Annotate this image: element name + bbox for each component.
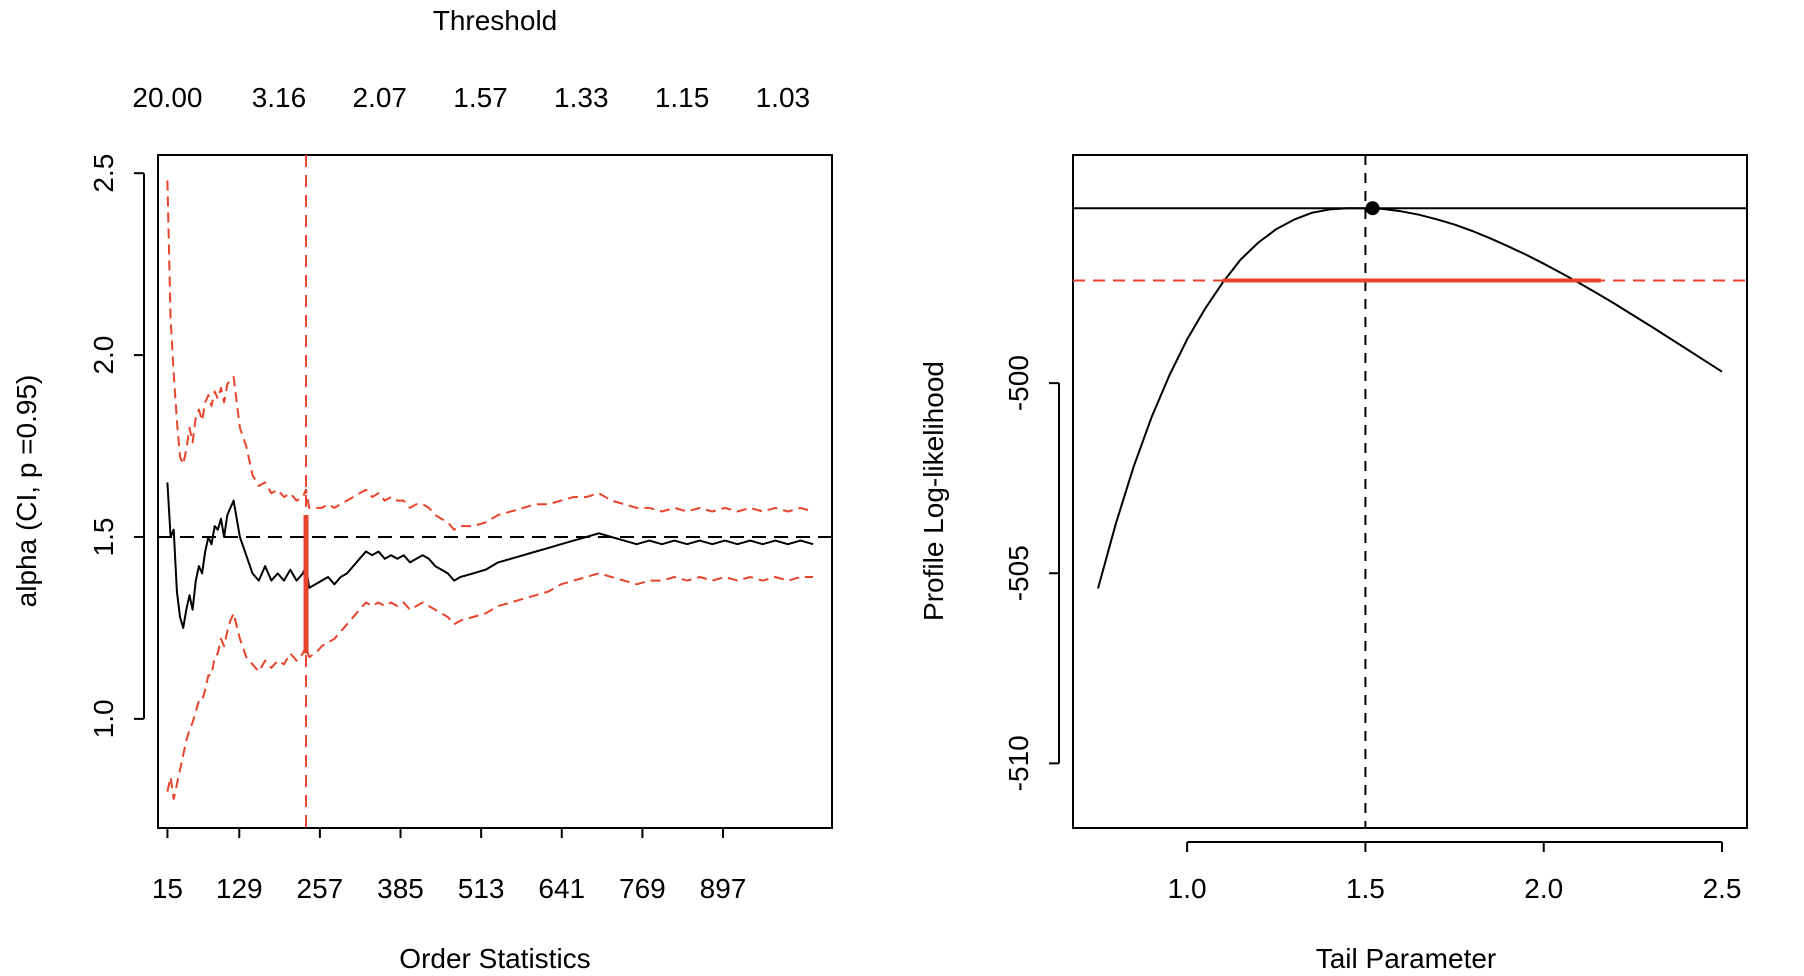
threshold-tick-label-2: 2.07 [352,82,407,113]
series-profile-curve [1097,207,1723,589]
x-tick-label-15: 15 [152,873,183,904]
order-statistics-axis-title: Order Statistics [399,943,590,974]
x-tick-label-513: 513 [458,873,505,904]
y-tick-label--510: -510 [1003,735,1034,791]
y-tick-label-1.5: 1.5 [88,518,119,557]
plot-frame-right [1072,154,1748,829]
threshold-axis-title: Threshold [433,5,558,36]
tail-parameter-axis-title: Tail Parameter [1316,943,1497,974]
threshold-tick-label-4: 1.33 [554,82,609,113]
x-tick-label-2.0: 2.0 [1524,873,1563,904]
y-tick-label--500: -500 [1003,355,1034,411]
y-tick-label-2.5: 2.5 [88,154,119,193]
x-tick-label-1.5: 1.5 [1346,873,1385,904]
threshold-tick-label-6: 1.03 [756,82,811,113]
threshold-tick-label-0: 20.00 [132,82,202,113]
y-tick-label--505: -505 [1003,545,1034,601]
x-tick-label-769: 769 [619,873,666,904]
y-tick-label-1.0: 1.0 [88,699,119,738]
series-lower-CI [166,572,814,800]
x-tick-label-385: 385 [377,873,424,904]
x-tick-label-641: 641 [538,873,585,904]
threshold-tick-label-3: 1.57 [453,82,508,113]
x-tick-label-2.5: 2.5 [1703,873,1742,904]
x-tick-label-129: 129 [216,873,263,904]
hill-plot-panel: Threshold Order Statistics alpha (CI, p … [11,5,833,974]
mle-point [1365,201,1380,216]
alpha-axis-title: alpha (CI, p =0.95) [11,375,42,608]
y-tick-label-2.0: 2.0 [88,336,119,375]
threshold-tick-label-1: 3.16 [252,82,307,113]
profile-likelihood-panel: Tail Parameter Profile Log-likelihood 1.… [918,154,1748,974]
x-tick-label-257: 257 [297,873,344,904]
profile-loglik-axis-title: Profile Log-likelihood [918,361,949,621]
plot-frame-left [157,154,833,829]
threshold-tick-label-5: 1.15 [655,82,710,113]
x-tick-label-897: 897 [700,873,747,904]
series-alpha-estimate [166,482,814,629]
series-upper-CI [166,180,814,531]
x-tick-label-1.0: 1.0 [1168,873,1207,904]
